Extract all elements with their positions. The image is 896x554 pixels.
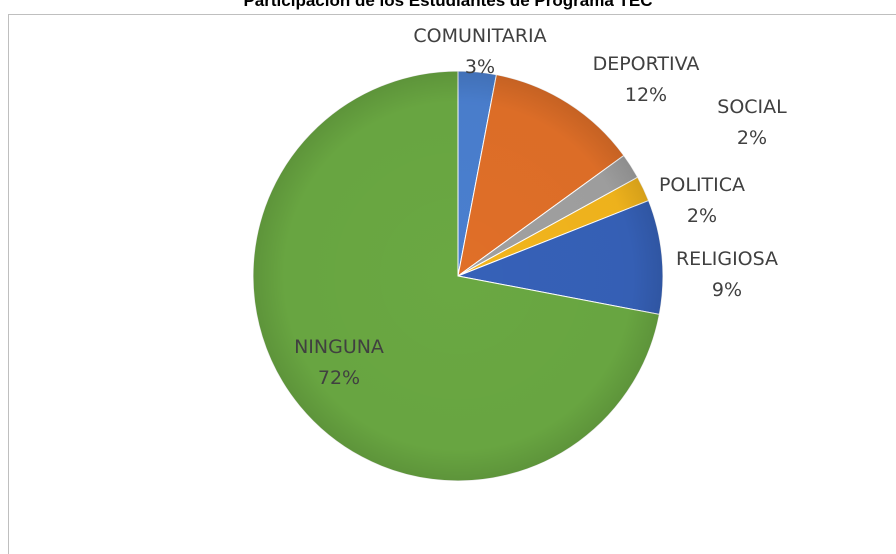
chart-frame [8,14,896,554]
slice-value-social: 2% [737,127,767,149]
pie-shading [253,71,663,481]
slice-value-deportiva: 12% [625,84,667,106]
slice-value-politica: 2% [687,205,717,227]
slice-label-social: SOCIAL [717,96,787,118]
slice-label-politica: POLITICA [659,174,745,196]
chart-title: Participación de los Estudiantes de Prog… [243,0,653,10]
slice-value-religiosa: 9% [712,279,742,301]
slice-label-comunitaria: COMUNITARIA [413,25,546,47]
slice-value-comunitaria: 3% [465,56,495,78]
slice-value-ninguna: 72% [318,367,360,389]
slice-label-religiosa: RELIGIOSA [676,248,778,270]
slice-label-ninguna: NINGUNA [294,336,384,358]
slice-label-deportiva: DEPORTIVA [593,53,700,75]
pie-chart: COMUNITARIA 3% DEPORTIVA 12% SOCIAL 2% POLITIC… [252,25,787,482]
chart-page: Participación de los Estudiantes de Prog… [8,0,896,554]
